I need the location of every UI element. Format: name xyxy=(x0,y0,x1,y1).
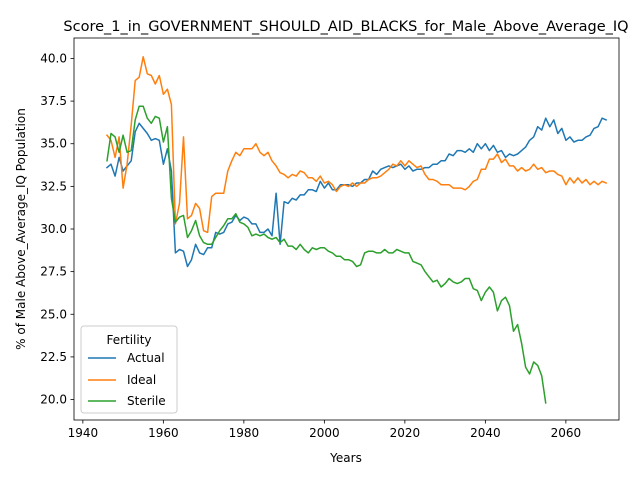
series-line-sterile xyxy=(106,105,547,404)
x-tick-label: 2040 xyxy=(470,426,501,440)
series-layer xyxy=(105,56,608,404)
series-line-ideal xyxy=(105,56,608,234)
y-tick-label: 22.5 xyxy=(40,350,67,364)
legend-box xyxy=(80,325,178,414)
legend-label-ideal: Ideal xyxy=(127,373,156,387)
y-tick-label: 30.0 xyxy=(40,222,67,236)
legend-title: Fertility xyxy=(106,333,151,347)
y-tick-label: 32.5 xyxy=(40,179,67,193)
x-axis-label: Years xyxy=(329,451,362,465)
y-tick-label: 27.5 xyxy=(40,265,67,279)
legend-label-sterile: Sterile xyxy=(127,394,166,408)
y-tick-label: 35.0 xyxy=(40,137,67,151)
x-tick-label: 2000 xyxy=(309,426,340,440)
legend: Fertility Actual Ideal Sterile xyxy=(80,325,178,414)
x-tick-label: 1940 xyxy=(68,426,99,440)
y-axis-label: % of Male Above_Average_IQ Population xyxy=(14,108,28,350)
y-axis-ticks: 20.0 22.5 25.0 27.5 30.0 32.5 35.0 37.5 40.0 xyxy=(40,51,74,407)
y-tick-label: 20.0 xyxy=(40,393,67,407)
x-axis-ticks: 1940 1960 1980 2000 2020 2040 2060 xyxy=(68,420,582,440)
y-tick-label: 40.0 xyxy=(40,51,67,65)
x-tick-label: 1980 xyxy=(229,426,260,440)
series-line-actual xyxy=(105,117,608,268)
legend-label-actual: Actual xyxy=(127,351,165,365)
y-tick-label: 25.0 xyxy=(40,307,67,321)
chart-title: Score_1_in_GOVERNMENT_SHOULD_AID_BLACKS_… xyxy=(63,19,628,35)
y-tick-label: 37.5 xyxy=(40,94,67,108)
x-tick-label: 1960 xyxy=(148,426,179,440)
x-tick-label: 2060 xyxy=(551,426,582,440)
x-tick-label: 2020 xyxy=(390,426,421,440)
